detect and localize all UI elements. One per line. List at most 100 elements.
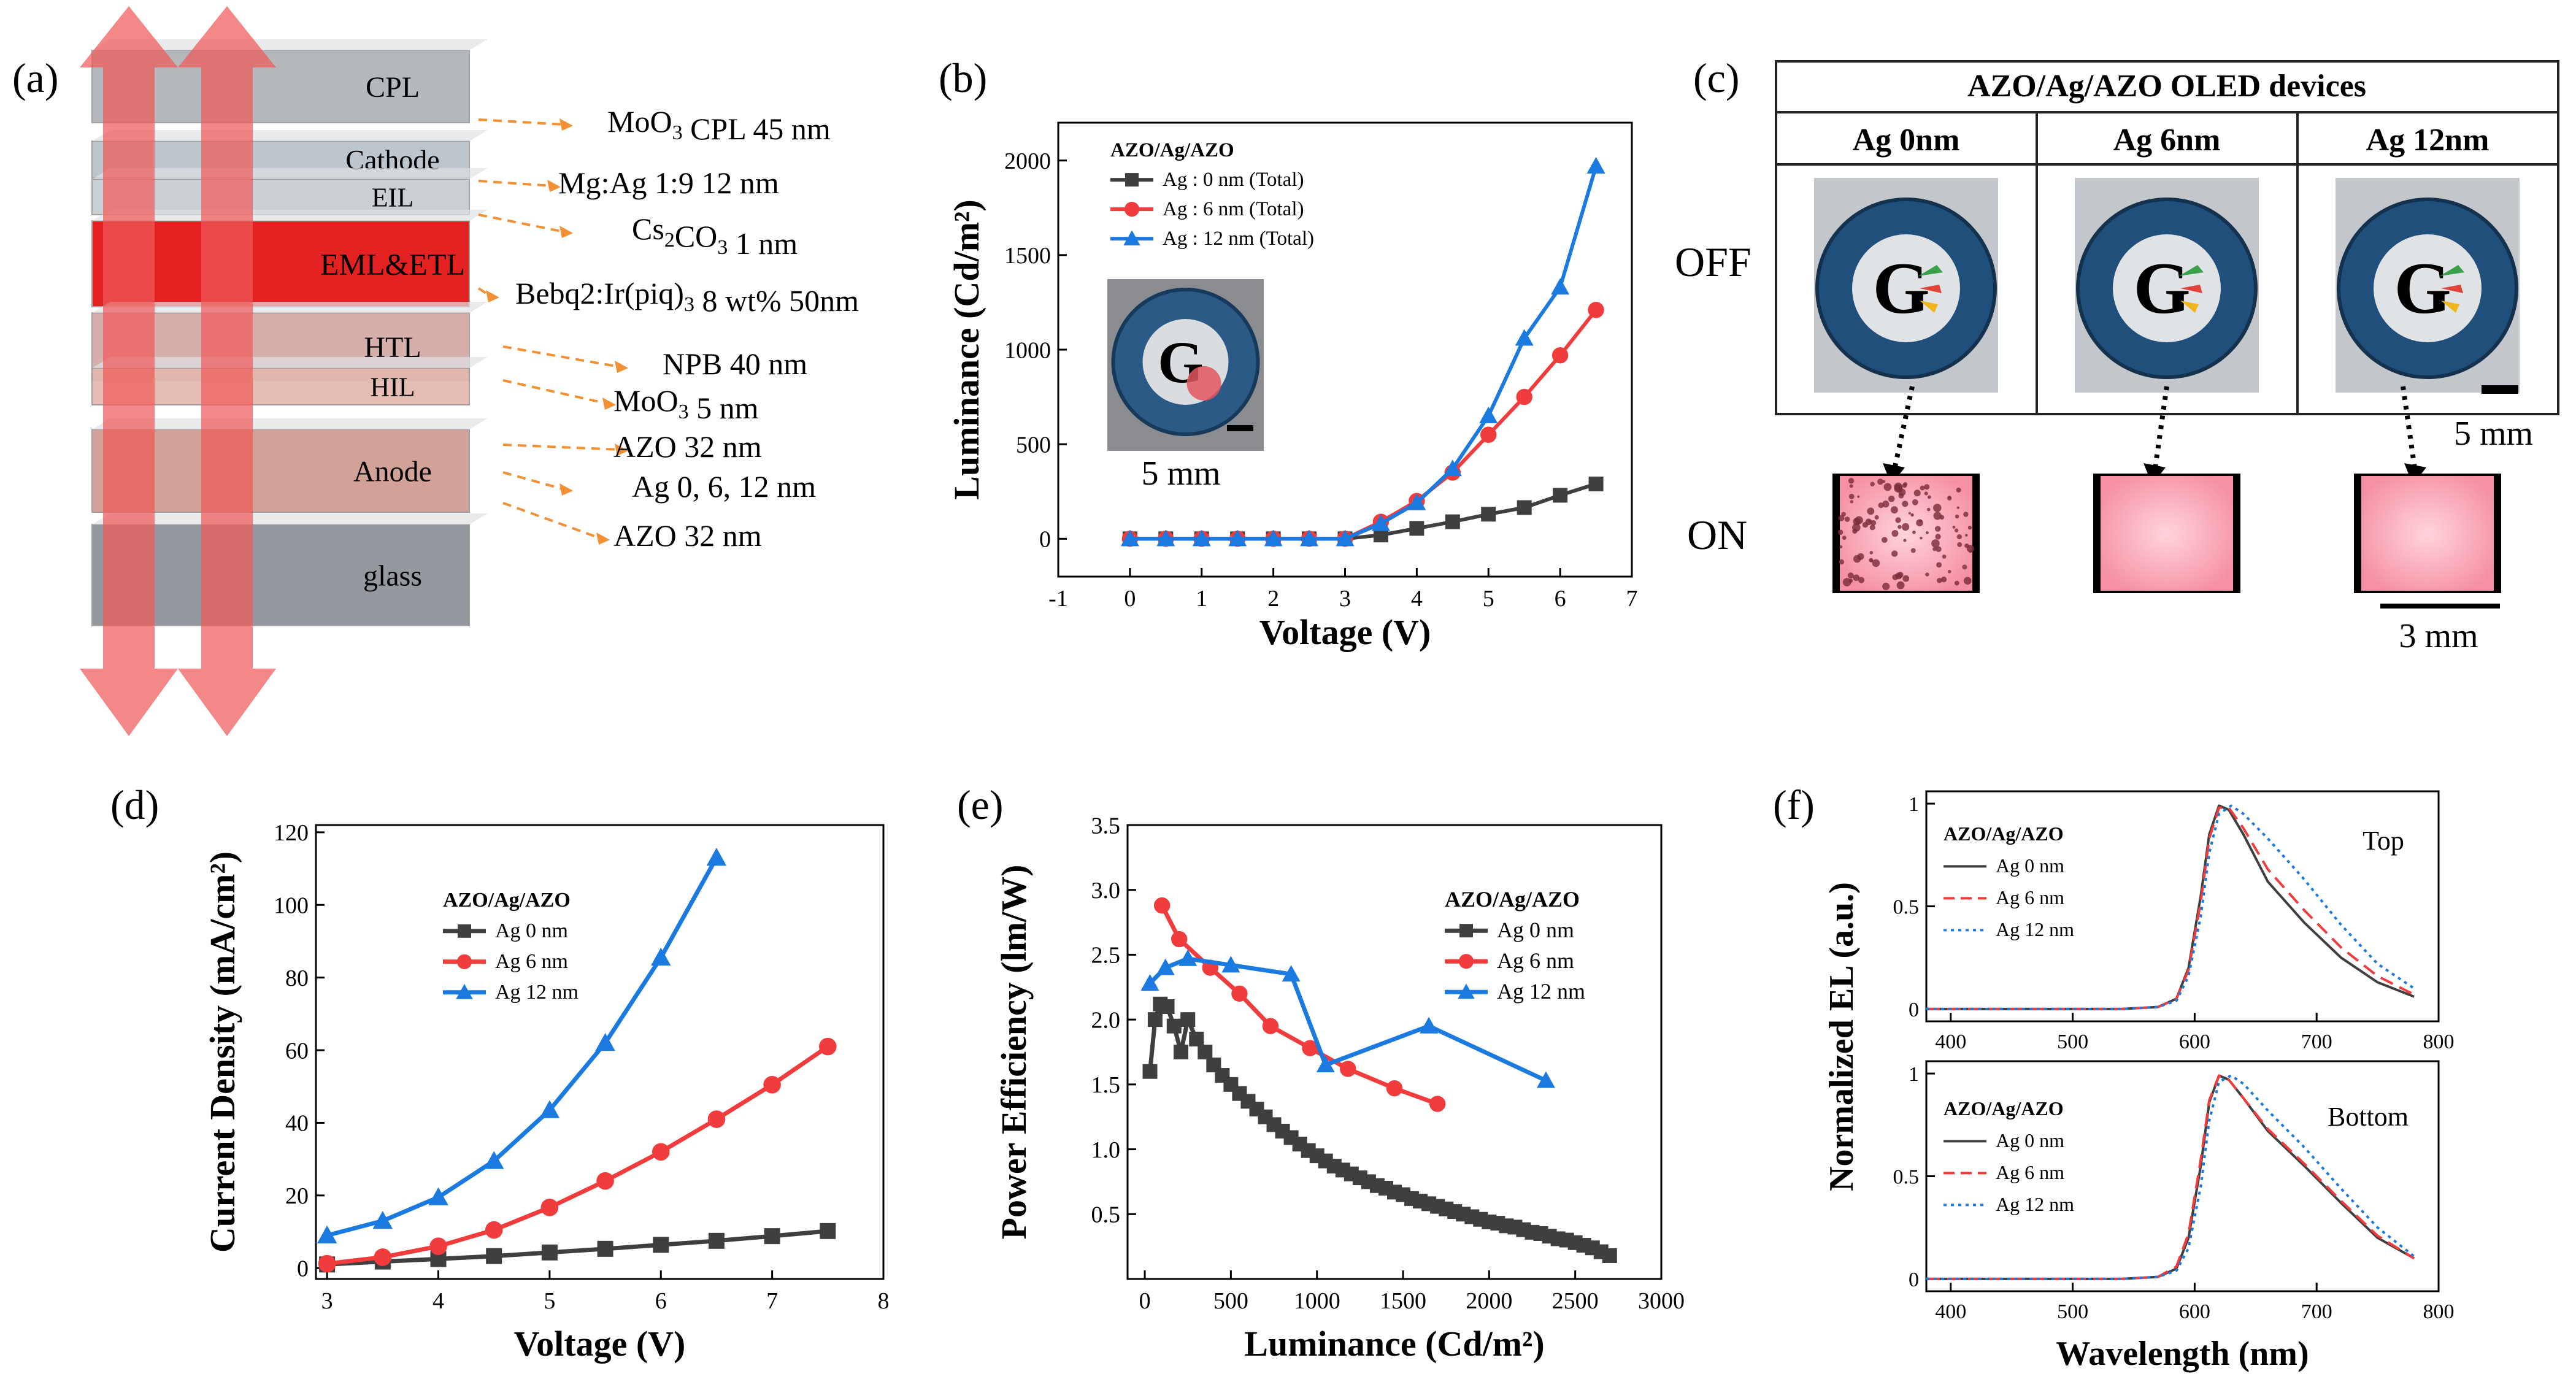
dark-spot: [1868, 520, 1871, 523]
dark-spot: [1932, 547, 1937, 551]
legend-marker: [1124, 202, 1140, 217]
x-axis-title: Voltage (V): [514, 1324, 686, 1364]
dark-spot: [1956, 487, 1961, 493]
x-tick-label: 6: [1555, 586, 1566, 612]
light-emission-arrow: [80, 6, 178, 736]
layer-annotation: MoO3 5 nm: [613, 383, 759, 425]
dark-spot: [1947, 496, 1952, 501]
y-tick-label: 1500: [1004, 243, 1051, 269]
row-label-off: OFF: [1675, 239, 1751, 285]
y-tick-label: 40: [285, 1111, 309, 1137]
layer-annotation: Mg:Ag 1:9 12 nm: [558, 166, 779, 200]
data-point: [1231, 985, 1248, 1002]
y-tick-label: 60: [285, 1038, 309, 1064]
dark-spot: [1925, 572, 1929, 577]
y-axis-title: Luminance (Cd/m²): [947, 199, 986, 499]
dark-spot: [1919, 519, 1923, 523]
x-tick-label: 3: [321, 1288, 333, 1314]
series-line-ag6: [1926, 1074, 2415, 1280]
seal-center: [2113, 234, 2221, 342]
series-line-ag12: [1926, 1074, 2415, 1280]
dark-spot: [1925, 531, 1929, 534]
x-tick-label: 400: [1935, 1031, 1966, 1053]
data-point: [763, 1075, 781, 1094]
data-point: [1264, 529, 1283, 547]
y-tick-label: 1: [1909, 1063, 1919, 1086]
dark-spot: [1940, 576, 1947, 583]
table-border: [1775, 60, 2559, 415]
y-tick-label: 1000: [1004, 337, 1051, 363]
annotation-leader: [502, 379, 608, 405]
x-axis-title: Luminance (Cd/m²): [1244, 1324, 1544, 1364]
plot-frame: [315, 824, 885, 1280]
layer-top-face: [92, 168, 488, 179]
dark-spot: [1874, 515, 1879, 520]
data-point: [819, 1037, 837, 1056]
x-tick-label: 8: [878, 1288, 890, 1314]
x-tick-label: 5: [544, 1288, 555, 1314]
data-point: [1174, 1045, 1188, 1059]
seal-leaf: [2180, 285, 2202, 293]
x-tick-label: -1: [1048, 586, 1068, 612]
off-to-on-arrow: [1891, 386, 1915, 473]
legend-label: Ag 6 nm: [495, 950, 568, 973]
x-tick-label: 500: [2057, 1031, 2088, 1053]
layer-label: CPL: [366, 71, 420, 104]
annotation-leader: [477, 287, 492, 298]
seal-center: [2374, 234, 2482, 342]
dark-spot: [1910, 548, 1916, 553]
legend: AZO/Ag/AZO Ag 0 nm Ag 6 nm Ag 12 nm: [1944, 823, 2074, 940]
data-point: [1551, 347, 1569, 364]
layer-slab: [91, 179, 470, 215]
dark-spot: [1848, 493, 1855, 499]
dark-spot: [1883, 483, 1892, 491]
dark-spot: [1837, 529, 1844, 535]
seal-leaf: [2179, 265, 2204, 276]
dark-spot: [1891, 550, 1898, 557]
seal-leaf: [2441, 285, 2463, 293]
x-axis-title: Voltage (V): [1259, 612, 1431, 652]
dark-spot: [1858, 577, 1865, 583]
data-point: [374, 1248, 392, 1266]
annotation-leader: [502, 502, 602, 540]
dark-spot: [1912, 499, 1918, 505]
legend: AZO/Ag/AZO Ag 0 nm Ag 6 nm Ag 12 nm: [1944, 1097, 2074, 1215]
layer-label: Anode: [353, 455, 432, 488]
data-point: [706, 848, 727, 866]
legend-label: Ag 0 nm: [1996, 854, 2064, 877]
legend-label: Ag 0 nm: [1996, 1129, 2064, 1151]
x-tick-label: 1: [1196, 586, 1207, 612]
series-line-ag6: [1159, 904, 1439, 1106]
x-tick-label: 7: [766, 1288, 778, 1314]
dark-spot: [1897, 524, 1902, 529]
data-point: [1159, 999, 1175, 1014]
dark-spot: [1912, 530, 1916, 534]
data-point: [1407, 493, 1426, 510]
annotation-bottom: Bottom: [2328, 1102, 2409, 1132]
data-point: [1336, 529, 1355, 547]
on-photo-emission: [2361, 476, 2494, 591]
data-point: [1189, 1031, 1204, 1046]
x-tick-label: 2500: [1552, 1288, 1599, 1314]
layer-slab: [91, 524, 470, 626]
data-point: [595, 1032, 615, 1051]
x-tick-label: 7: [1626, 586, 1638, 612]
legend-marker: [1123, 230, 1140, 246]
x-tick-label: 800: [2423, 1300, 2455, 1323]
dark-spot: [1888, 495, 1895, 502]
y-tick-label: 2.5: [1091, 943, 1121, 969]
data-point: [486, 1248, 502, 1264]
y-tick-label: 1.5: [1091, 1072, 1121, 1098]
data-point: [317, 1225, 337, 1243]
data-point: [1551, 278, 1570, 295]
dark-spot: [1894, 482, 1903, 491]
off-to-on-arrow: [2152, 386, 2169, 473]
seal-letter: G: [1872, 247, 1929, 329]
legend-marker: [1125, 173, 1139, 187]
data-point: [539, 1100, 560, 1118]
annotation-arrowhead: [559, 118, 573, 131]
seal-leaf: [1918, 265, 1943, 276]
layer-annotation: AZO 32 nm: [613, 518, 762, 553]
dark-spot: [1964, 543, 1969, 548]
legend-title: AZO/Ag/AZO: [1944, 823, 2064, 845]
